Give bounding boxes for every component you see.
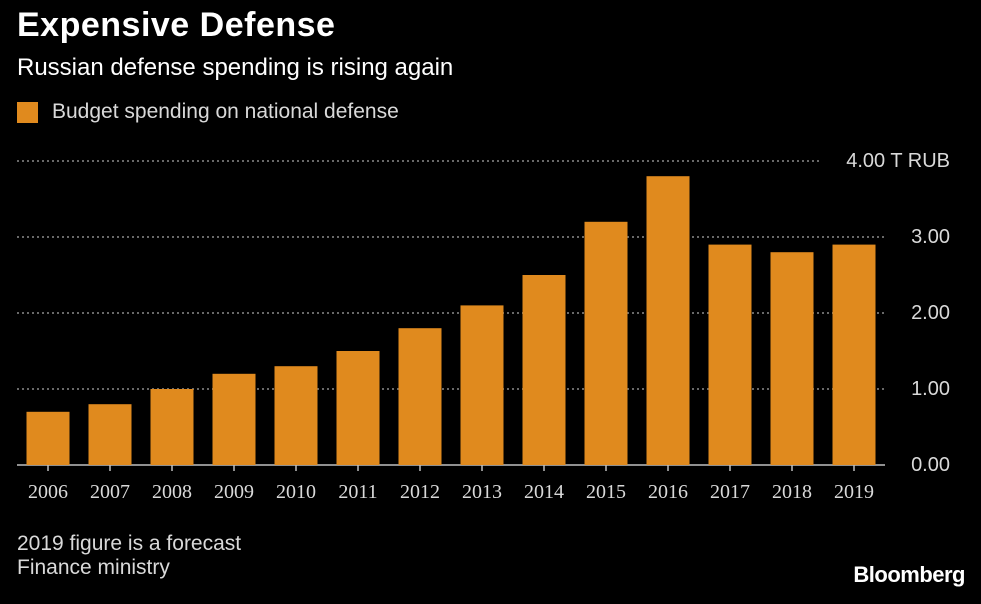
bar <box>584 221 628 465</box>
bar <box>522 275 566 465</box>
bar <box>832 244 876 465</box>
x-tick-label: 2017 <box>710 481 750 503</box>
y-tick-label: 0.00 <box>911 454 950 476</box>
bar <box>398 328 442 465</box>
y-axis-tick-labels: 0.00 1.00 2.00 3.00 4.00 T RUB <box>846 150 950 476</box>
x-tick-label: 2011 <box>338 481 377 503</box>
x-tick-label: 2012 <box>400 481 440 503</box>
x-tick-label: 2015 <box>586 481 626 503</box>
bar <box>770 252 814 465</box>
bloomberg-logo: Bloomberg <box>853 562 965 587</box>
x-tick-label: 2018 <box>772 481 812 503</box>
x-tick-label: 2007 <box>90 481 130 503</box>
legend-swatch <box>17 101 38 123</box>
x-tick-label: 2019 <box>834 481 874 503</box>
bar <box>274 366 318 465</box>
footnote: 2019 figure is a forecast <box>17 532 242 555</box>
x-tick-label: 2016 <box>648 481 688 503</box>
bar <box>646 176 690 465</box>
y-tick-label: 3.00 <box>911 226 950 248</box>
bar <box>460 305 504 465</box>
source-note: Finance ministry <box>17 556 170 579</box>
bar <box>150 389 194 465</box>
chart-title: Expensive Defense <box>17 6 336 44</box>
gridlines <box>17 160 885 466</box>
bars <box>26 176 876 465</box>
x-tick-label: 2008 <box>152 481 192 503</box>
bar <box>212 373 256 465</box>
bar <box>26 411 70 465</box>
legend: Budget spending on national defense <box>17 100 399 124</box>
x-tick-label: 2009 <box>214 481 254 503</box>
bar <box>708 244 752 465</box>
bar <box>88 404 132 465</box>
x-tick-label: 2014 <box>524 481 564 503</box>
bar-chart: 0.001.002.003.004.00 T RUB 2006 2007 2008 2… <box>17 150 950 503</box>
y-tick-label: 1.00 <box>911 378 950 400</box>
x-tick-label: 2010 <box>276 481 316 503</box>
bar <box>336 351 380 465</box>
y-tick-label: 4.00 T RUB <box>846 150 950 172</box>
chart-subtitle: Russian defense spending is rising again <box>17 54 454 81</box>
y-tick-label: 2.00 <box>911 302 950 324</box>
x-tick-label: 2006 <box>28 481 68 503</box>
legend-label: Budget spending on national defense <box>52 100 399 123</box>
x-tick-label: 2013 <box>462 481 502 503</box>
x-axis-tick-labels: 2006 2007 2008 2009 2010 2011 2012 2013 2014 2015… <box>28 465 874 503</box>
